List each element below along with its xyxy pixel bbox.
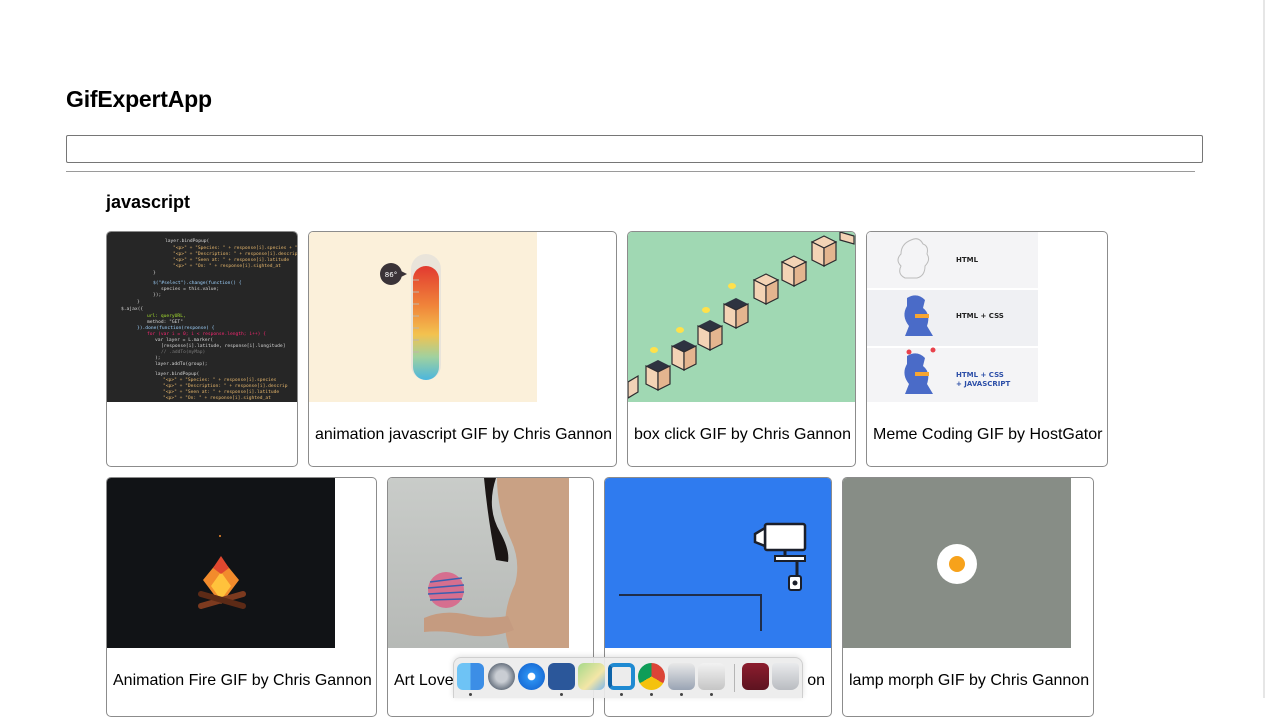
hostgator-label: HTML	[956, 256, 979, 264]
svg-text:var layer = L.marker(: var layer = L.marker(	[155, 337, 213, 343]
svg-text:}: }	[137, 299, 140, 305]
svg-text:method: "GET": method: "GET"	[147, 319, 183, 325]
app-title: GifExpertApp	[66, 86, 212, 112]
svg-text:layer.addTo(group);: layer.addTo(group);	[155, 361, 208, 367]
running-indicator	[620, 693, 623, 696]
svg-text:// .addTo(myMap): // .addTo(myMap)	[161, 349, 205, 355]
svg-text:layer.bindPopup(: layer.bindPopup(	[155, 371, 199, 377]
gif-card[interactable]: box click GIF by Chris Gannon	[627, 231, 856, 467]
gif-image-camera	[605, 478, 831, 648]
svg-text:}).done(function(response) {: }).done(function(response) {	[137, 325, 215, 331]
safari-icon[interactable]	[518, 663, 545, 690]
running-indicator	[560, 693, 563, 696]
gif-card[interactable]: HTML HTML + CSS HTML + CSS + JAVASCRIPT …	[866, 231, 1108, 467]
trash-icon[interactable]	[772, 663, 799, 690]
svg-text:});: });	[153, 292, 161, 298]
gif-card[interactable]: Animation Fire GIF by Chris Gannon	[106, 477, 377, 717]
word-icon[interactable]	[548, 663, 575, 690]
svg-text:[response[i].latitude, respons: [response[i].latitude, response[i].longi…	[161, 343, 285, 349]
vscode-icon[interactable]	[608, 663, 635, 690]
gif-card[interactable]: layer.bindPopup( "<p>" + "Species: " + r…	[106, 231, 298, 467]
svg-text:"<p>" + "Description: " + resp: "<p>" + "Description: " + response[i].de…	[163, 383, 288, 389]
running-indicator	[680, 693, 683, 696]
gif-title: on	[807, 672, 825, 689]
finder-icon[interactable]	[457, 663, 484, 690]
svg-text:"<p>" + "Description: " + resp: "<p>" + "Description: " + response[i].de…	[173, 251, 297, 257]
category-title: javascript	[106, 192, 191, 212]
svg-text:"<p>" + "Seen at: " + response: "<p>" + "Seen at: " + response[i].latitu…	[163, 389, 279, 395]
divider	[66, 171, 1195, 172]
launchpad-icon[interactable]	[488, 663, 515, 690]
hostgator-label: HTML + CSS	[956, 371, 1004, 379]
gif-title: Animation Fire GIF by Chris Gannon	[113, 672, 372, 689]
hostgator-label: + JAVASCRIPT	[956, 380, 1011, 388]
gif-image-boxes	[628, 232, 855, 402]
svg-text:);: );	[155, 355, 161, 361]
svg-text:"<p>" + "Seen at: " + response: "<p>" + "Seen at: " + response[i].latitu…	[173, 257, 289, 263]
preview-icon[interactable]	[668, 663, 695, 690]
gif-image-thermometer: 86°	[309, 232, 537, 402]
svg-text:for (var i = 0; i < response.l: for (var i = 0; i < response.length; i++…	[147, 331, 266, 337]
search-input[interactable]	[66, 135, 1203, 163]
svg-text:layer.bindPopup(: layer.bindPopup(	[165, 238, 209, 244]
dock	[453, 657, 803, 698]
gif-title: Meme Coding GIF by HostGator	[873, 426, 1103, 443]
gif-image-art	[388, 478, 569, 648]
svg-text:species = this.value;: species = this.value;	[161, 286, 219, 292]
gif-card[interactable]: lamp morph GIF by Chris Gannon	[842, 477, 1094, 717]
gif-card[interactable]: 86° animation javascript GIF by Chris Ga…	[308, 231, 617, 467]
running-indicator	[710, 693, 713, 696]
svg-text:url: queryURL,: url: queryURL,	[147, 313, 186, 319]
gif-image-fire	[107, 478, 335, 648]
gif-image-lamp	[843, 478, 1071, 648]
svg-text:"<p>" + "Species: " + response: "<p>" + "Species: " + response[i].specie…	[163, 377, 277, 383]
svg-text:"<p>" + "On: " + response[i].s: "<p>" + "On: " + response[i].sighted_at	[173, 263, 281, 269]
running-indicator	[469, 693, 472, 696]
temp-reading: 86°	[385, 271, 397, 279]
gif-title: animation javascript GIF by Chris Gannon	[315, 426, 613, 443]
gif-title: lamp morph GIF by Chris Gannon	[849, 672, 1090, 689]
photos-icon[interactable]	[742, 663, 769, 690]
scrollbar-edge	[1263, 0, 1265, 698]
svg-text:"<p>" + "Species: " + response: "<p>" + "Species: " + response[i].specie…	[173, 245, 297, 251]
running-indicator	[650, 693, 653, 696]
utility-icon[interactable]	[698, 663, 725, 690]
svg-text:$.ajax({: $.ajax({	[121, 306, 143, 312]
gif-title: box click GIF by Chris Gannon	[634, 426, 851, 443]
maps-icon[interactable]	[578, 663, 605, 690]
gif-image-code: layer.bindPopup( "<p>" + "Species: " + r…	[107, 232, 297, 402]
svg-text:"<p>" + "On: " + response[i].s: "<p>" + "On: " + response[i].sighted_at	[163, 395, 271, 401]
gif-title: Art Love	[394, 672, 454, 689]
svg-text:$("#select").change(function(): $("#select").change(function() {	[153, 280, 242, 286]
chrome-icon[interactable]	[638, 663, 665, 690]
dock-separator	[734, 664, 735, 692]
gif-image-hostgator: HTML HTML + CSS HTML + CSS + JAVASCRIPT	[867, 232, 1038, 402]
svg-text:}: }	[153, 270, 156, 276]
hostgator-label: HTML + CSS	[956, 312, 1004, 320]
